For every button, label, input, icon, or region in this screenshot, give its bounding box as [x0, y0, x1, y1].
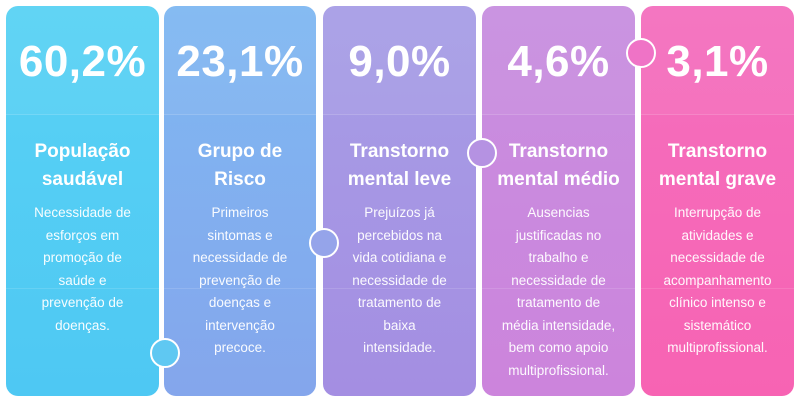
card-percent: 4,6%: [507, 37, 610, 86]
description-line: Primeiros: [211, 205, 269, 220]
description-line: vida cotidiana e: [352, 250, 447, 265]
card-title-line: Transtorno: [508, 141, 609, 162]
card-title-line: Transtorno: [349, 141, 450, 162]
card-title-line: saudável: [41, 169, 124, 190]
card-divider: [323, 288, 476, 289]
puzzle-connector-knob: [467, 138, 497, 168]
description-line: necessidade de: [192, 250, 288, 265]
description-line: clínico intenso e: [669, 295, 766, 310]
puzzle-connector-knob: [150, 338, 180, 368]
card-header-band: [164, 6, 316, 114]
card-divider: [6, 288, 159, 289]
description-line: justificadas no: [515, 227, 602, 243]
description-line: promoção de: [43, 250, 122, 265]
card-transtorno-medio: 4,6% Transtorno mental médio Ausencias j…: [482, 6, 635, 396]
card-header-band: [641, 6, 794, 114]
card-divider: [641, 114, 794, 115]
description-line: tratamento de: [357, 295, 442, 310]
card-divider: [482, 288, 635, 289]
description-line: atividades e: [681, 227, 754, 243]
card-percent: 23,1%: [176, 37, 304, 86]
description-line: necessidade de: [511, 272, 606, 288]
card-divider: [164, 114, 316, 115]
card-header-band: [6, 6, 159, 114]
puzzle-connector-knob: [309, 228, 339, 258]
description-line: Prejuízos já: [364, 205, 435, 220]
card-title-line: mental médio: [497, 169, 620, 190]
card-percent: 3,1%: [666, 37, 769, 86]
description-line: trabalho e: [528, 250, 589, 265]
description-line: Interrupção de: [673, 205, 762, 220]
card-description: Interrupção de atividades e necessidade …: [651, 202, 784, 360]
description-line: intensidade.: [363, 340, 436, 355]
description-line: multiprofissional.: [508, 362, 609, 378]
card-header-band: [323, 6, 476, 114]
card-grupo-de-risco: 23,1% Grupo de Risco Primeiros sintomas …: [164, 6, 316, 396]
card-title: População saudável: [10, 138, 155, 194]
description-line: Ausencias: [527, 205, 590, 220]
card-title: Transtorno mental leve: [327, 138, 472, 194]
card-percent: 9,0%: [348, 37, 451, 86]
card-title-line: Grupo de: [197, 141, 283, 162]
description-line: doenças e: [208, 295, 272, 310]
card-transtorno-leve: 9,0% Transtorno mental leve Prejuízos já…: [323, 6, 476, 396]
card-percent: 60,2%: [18, 37, 147, 86]
card-title-line: Transtorno: [667, 141, 768, 162]
description-line: sintomas e: [207, 227, 273, 243]
card-divider: [6, 114, 159, 115]
card-title: Grupo de Risco: [168, 138, 312, 194]
card-description: Ausencias justificadas no trabalho e nec…: [492, 202, 625, 382]
card-title-line: Risco: [214, 169, 266, 190]
card-description: Prejuízos já percebidos na vida cotidian…: [333, 202, 466, 360]
description-line: saúde e: [58, 272, 107, 288]
description-line: prevenção de: [41, 295, 124, 310]
card-title: Transtorno mental grave: [645, 138, 790, 194]
card-description: Primeiros sintomas e necessidade de prev…: [174, 202, 306, 360]
description-line: esforços em: [45, 227, 120, 243]
card-title-line: mental grave: [658, 169, 777, 190]
description-line: acompanhamento: [663, 272, 772, 288]
description-line: necessidade de: [352, 272, 447, 288]
description-line: tratamento de: [516, 295, 601, 310]
description-line: baixa: [383, 317, 416, 333]
card-divider: [164, 288, 316, 289]
puzzle-connector-knob: [626, 38, 656, 68]
description-line: precoce.: [214, 340, 266, 355]
description-line: multiprofissional.: [667, 340, 768, 355]
card-divider: [323, 114, 476, 115]
card-header-band: [482, 6, 635, 114]
description-line: prevenção de: [199, 272, 281, 288]
card-divider: [641, 288, 794, 289]
description-line: percebidos na: [357, 227, 442, 243]
description-line: Necessidade de: [34, 205, 131, 220]
card-divider: [482, 114, 635, 115]
description-line: bem como apoio: [508, 340, 609, 355]
description-line: intervenção: [205, 317, 275, 333]
description-line: média intensidade,: [501, 317, 616, 333]
description-line: doenças.: [55, 317, 110, 333]
card-transtorno-grave: 3,1% Transtorno mental grave Interrupção…: [641, 6, 794, 396]
description-line: sistemático: [683, 317, 752, 333]
description-line: necessidade de: [670, 250, 765, 265]
card-description: Necessidade de esforços em promoção de s…: [16, 202, 149, 337]
card-title-line: mental leve: [347, 169, 452, 190]
card-title: Transtorno mental médio: [486, 138, 631, 194]
card-populacao-saudavel: 60,2% População saudável Necessidade de …: [6, 6, 159, 396]
card-title-line: População: [34, 141, 131, 162]
